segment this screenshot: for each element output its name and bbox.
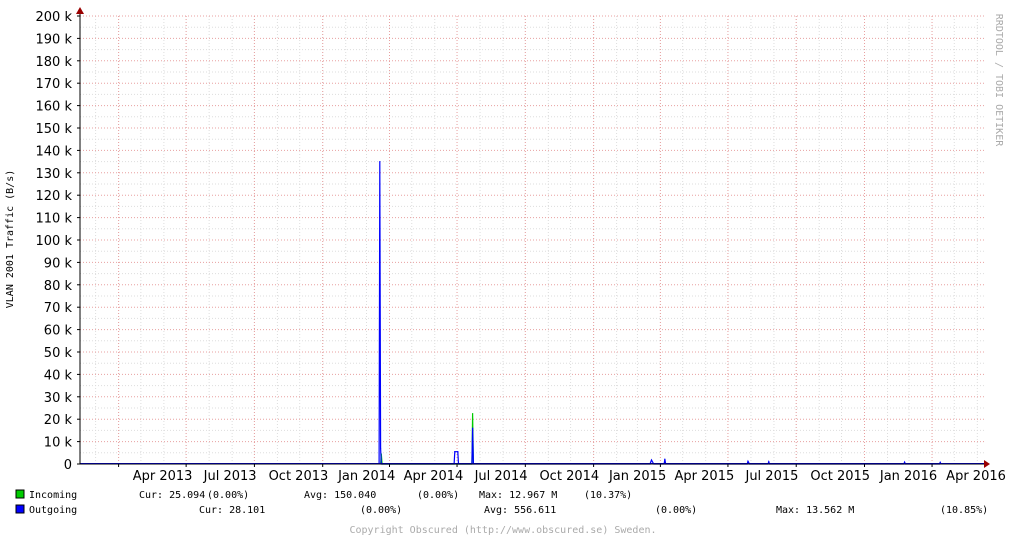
legend-max: Max: 13.562 M [776, 505, 854, 516]
x-tick-label: Apr 2013 [133, 469, 193, 484]
y-tick-label: 160 k [36, 100, 73, 115]
x-tick-label: Jan 2015 [608, 469, 666, 484]
legend-cur-pct: (0.00%) [360, 505, 402, 516]
y-tick-label: 140 k [36, 144, 73, 159]
minor-grid [80, 16, 984, 464]
y-tick-labels: 0 10 k 20 k 30 k 40 k 50 k 60 k 70 k 80 k 90 k 100… [36, 10, 73, 473]
legend-avg: Avg: 150.040 [304, 490, 376, 501]
y-tick-label: 90 k [44, 256, 73, 271]
x-tick-label: Oct 2015 [810, 469, 870, 484]
data-point [903, 461, 906, 463]
y-tick-label: 150 k [36, 122, 73, 137]
y-tick-label: 200 k [36, 10, 73, 25]
data-point [457, 451, 459, 453]
legend-avg-pct: (0.00%) [417, 490, 459, 501]
y-axis-label: VLAN 2001 Traffic (B/s) [5, 170, 16, 308]
legend-cur: Cur: 25.094 [139, 490, 205, 501]
y-tick-label: 20 k [44, 413, 73, 428]
legend-max-pct: (10.85%) [940, 505, 988, 516]
data-point [472, 413, 474, 415]
legend: Incoming Cur: 25.094 (0.00%) Avg: 150.040 (0… [15, 489, 988, 516]
axes [76, 7, 990, 468]
y-tick-label: 100 k [36, 234, 73, 249]
legend-name: Outgoing [29, 505, 77, 516]
data-point [379, 447, 382, 449]
x-tick-label: Oct 2013 [269, 469, 329, 484]
legend-cur-pct: (0.00%) [207, 490, 249, 501]
x-tick-label: Jan 2014 [337, 469, 395, 484]
data-point [454, 451, 456, 453]
y-tick-label: 180 k [36, 55, 73, 70]
y-tick-label: 30 k [44, 391, 73, 406]
data-point [379, 161, 381, 163]
legend-name: Incoming [29, 490, 77, 501]
y-tick-label: 190 k [36, 32, 73, 47]
copyright: Copyright Obscured (http://www.obscured.… [349, 525, 656, 536]
legend-swatch-outgoing [15, 504, 25, 514]
legend-max-pct: (10.37%) [584, 490, 632, 501]
x-tick-label: Apr 2015 [675, 469, 735, 484]
y-tick-label: 70 k [44, 301, 73, 316]
y-tick-label: 0 [64, 458, 72, 473]
x-tick-labels: Apr 2013 Jul 2013 Oct 2013 Jan 2014 Apr 2014… [133, 469, 1006, 484]
y-tick-label: 110 k [36, 212, 73, 227]
x-tick-label: Jul 2014 [474, 469, 528, 484]
x-tick-label: Jan 2016 [879, 469, 937, 484]
x-tick-label: Jul 2015 [744, 469, 798, 484]
legend-avg-pct: (0.00%) [655, 505, 697, 516]
legend-avg: Avg: 556.611 [484, 505, 556, 516]
y-tick-label: 50 k [44, 346, 73, 361]
y-tick-label: 80 k [44, 279, 73, 294]
legend-cur: Cur: 28.101 [199, 505, 265, 516]
data-point [472, 427, 474, 429]
y-tick-label: 40 k [44, 368, 73, 383]
y-tick-label: 60 k [44, 324, 73, 339]
x-tick-label: Apr 2014 [404, 469, 464, 484]
data-point [664, 458, 666, 460]
data-point [747, 460, 749, 462]
y-tick-label: 130 k [36, 167, 73, 182]
major-grid [77, 15, 984, 467]
data-point [768, 461, 770, 463]
x-tick-label: Jul 2013 [203, 469, 257, 484]
x-tick-label: Apr 2016 [946, 469, 1006, 484]
x-tick-label: Oct 2014 [539, 469, 599, 484]
data-point [650, 459, 653, 461]
legend-swatch-incoming [15, 489, 25, 499]
y-axis-arrow [76, 7, 84, 14]
legend-max: Max: 12.967 M [479, 490, 557, 501]
x-axis-arrow [984, 460, 990, 468]
y-tick-label: 10 k [44, 436, 73, 451]
data-point [939, 461, 941, 464]
y-tick-label: 170 k [36, 77, 73, 92]
series-line-incoming [380, 413, 474, 465]
watermark: RRDTOOL / TOBI OETIKER [993, 14, 1004, 147]
y-tick-label: 120 k [36, 189, 73, 204]
